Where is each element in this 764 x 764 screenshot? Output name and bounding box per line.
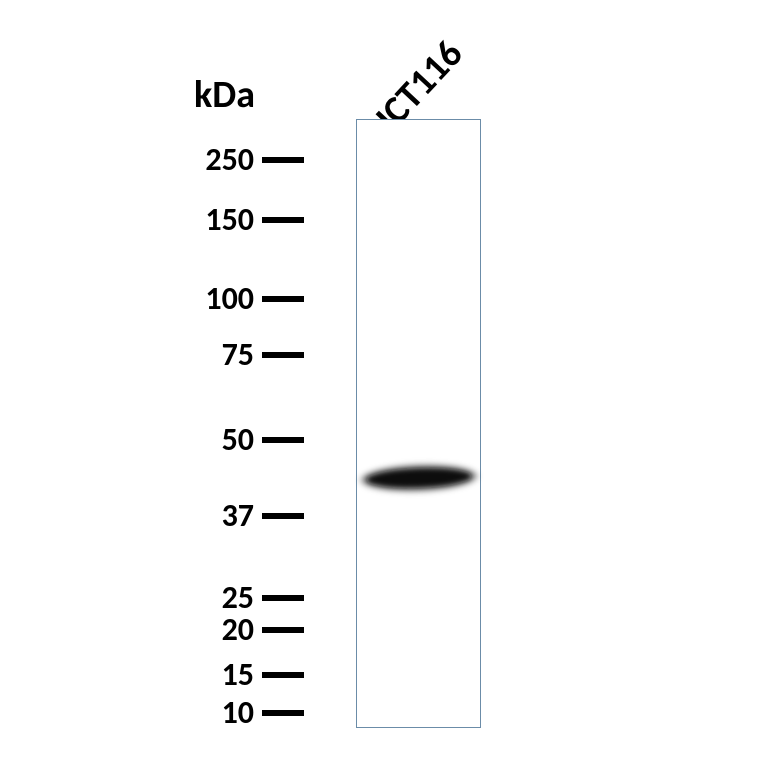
mw-tick-250	[262, 157, 304, 163]
mw-label-50: 50	[222, 420, 254, 459]
mw-tick-37	[262, 513, 304, 519]
mw-tick-150	[262, 217, 304, 223]
protein-band	[357, 120, 482, 729]
mw-label-10: 10	[222, 693, 254, 732]
unit-label: kDa	[194, 72, 255, 118]
mw-label-37: 37	[222, 496, 254, 535]
mw-label-20: 20	[222, 610, 254, 649]
mw-label-15: 15	[222, 655, 254, 694]
mw-tick-20	[262, 627, 304, 633]
mw-label-100: 100	[205, 279, 254, 318]
mw-tick-15	[262, 672, 304, 678]
mw-tick-75	[262, 352, 304, 358]
blot-container: kDa HCT116 25015010075503725201510	[0, 0, 764, 764]
lane-box	[356, 119, 481, 728]
mw-label-75: 75	[222, 335, 254, 374]
mw-label-250: 250	[205, 140, 254, 179]
mw-label-150: 150	[205, 200, 254, 239]
mw-tick-10	[262, 710, 304, 716]
mw-tick-100	[262, 296, 304, 302]
mw-tick-25	[262, 595, 304, 601]
mw-tick-50	[262, 437, 304, 443]
